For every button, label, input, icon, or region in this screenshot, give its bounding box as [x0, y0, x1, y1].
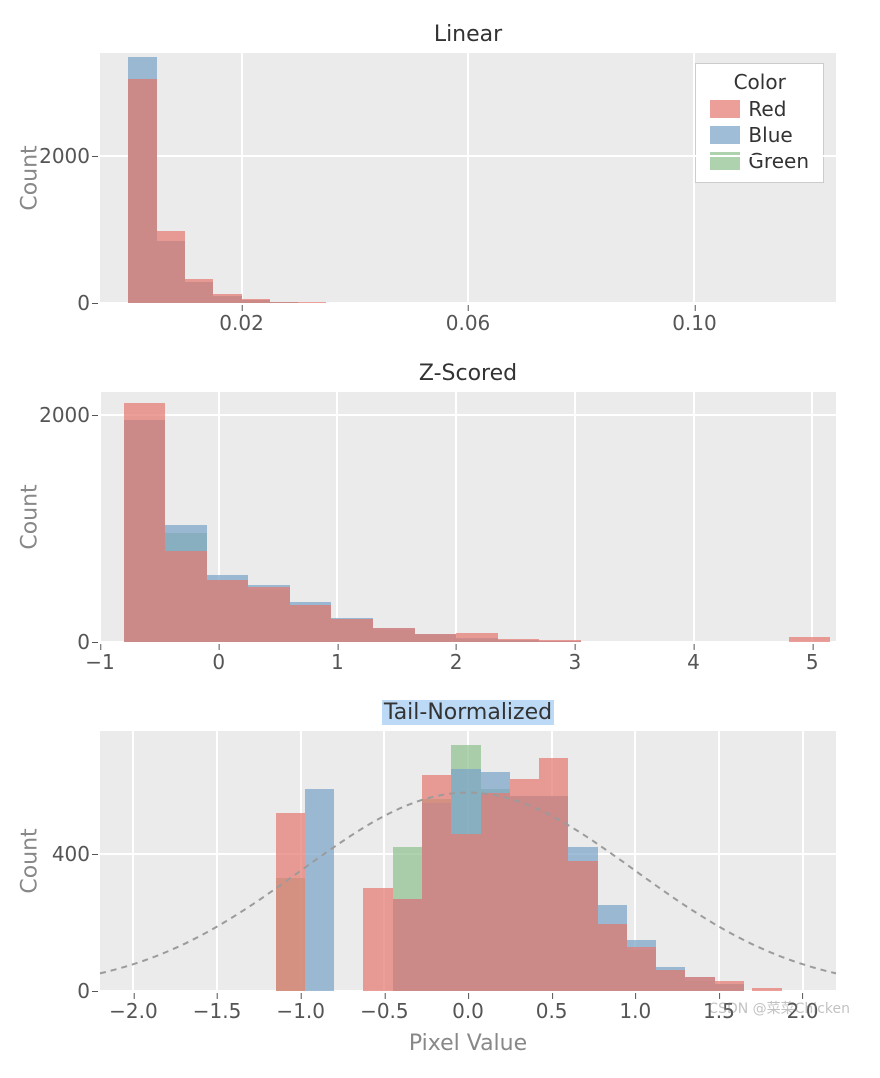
- bar-red: [498, 639, 540, 642]
- panel-zscored: Z-Scored Count 02000−1012345: [100, 361, 836, 642]
- bar-red: [207, 580, 249, 643]
- xtick-label: −1: [85, 642, 114, 674]
- ytick-label: 400: [52, 842, 100, 866]
- bar-red: [539, 640, 581, 642]
- ytick-label: 2000: [39, 403, 100, 427]
- xtick-label: −2.0: [109, 991, 158, 1023]
- gridline-v: [241, 53, 243, 303]
- plot-area-zscored: Count 02000−1012345: [100, 392, 836, 642]
- legend-label-red: Red: [748, 96, 786, 122]
- legend-swatch-blue: [710, 126, 740, 144]
- bar-red: [185, 279, 213, 303]
- bar-red: [290, 605, 332, 643]
- xtick-label: 1.0: [619, 991, 651, 1023]
- bar-red: [415, 634, 457, 642]
- xtick-label: 5: [806, 642, 819, 674]
- bar-red: [213, 294, 241, 303]
- bar-red: [789, 637, 831, 642]
- bar-red: [373, 628, 415, 642]
- gridline-v: [99, 392, 101, 642]
- xtick-label: 4: [687, 642, 700, 674]
- legend-label-blue: Blue: [748, 122, 792, 148]
- bar-red: [456, 633, 498, 642]
- legend-label-green: Green: [748, 148, 809, 174]
- xtick-label: −0.5: [360, 991, 409, 1023]
- xtick-label: 3: [568, 642, 581, 674]
- plot-area-linear: Count Color Red Blue Green 020000.020.06…: [100, 53, 836, 303]
- figure: Linear Count Color Red Blue Green 020000…: [0, 0, 880, 1078]
- ylabel-zscored: Count: [18, 484, 43, 549]
- xtick-label: −1.0: [276, 991, 325, 1023]
- plot-area-tailnorm: Count 0400−2.0−1.5−1.0−0.50.00.51.01.52.…: [100, 731, 836, 991]
- gridline-v: [574, 392, 576, 642]
- xtick-label: 0.0: [452, 991, 484, 1023]
- watermark: CSDN @菜菜Chicken: [708, 998, 850, 1018]
- legend-title: Color: [710, 70, 809, 94]
- panel-title-tailnorm-text: Tail-Normalized: [382, 700, 554, 725]
- xtick-label: −1.5: [193, 991, 242, 1023]
- xtick-label: 0.10: [672, 303, 717, 335]
- bar-red: [124, 403, 166, 642]
- bar-red: [157, 231, 185, 303]
- xtick-label: 1: [331, 642, 344, 674]
- gridline-v: [811, 392, 813, 642]
- gridline-v: [693, 392, 695, 642]
- legend-item-green: Green: [710, 148, 809, 174]
- xtick-label: 0: [212, 642, 225, 674]
- gridline-v: [467, 53, 469, 303]
- gridline-v: [455, 392, 457, 642]
- panel-linear: Linear Count Color Red Blue Green 020000…: [100, 22, 836, 303]
- xtick-label: 0.02: [219, 303, 264, 335]
- gaussian-curve: [100, 731, 836, 991]
- bar-red: [331, 619, 373, 642]
- panel-title-linear: Linear: [100, 22, 836, 47]
- legend-swatch-red: [710, 100, 740, 118]
- bar-red: [248, 587, 290, 642]
- bar-red: [128, 79, 156, 303]
- bar-red: [242, 299, 270, 303]
- ytick-label: 0: [77, 291, 100, 315]
- xlabel: Pixel Value: [100, 1031, 836, 1056]
- bar-red: [270, 302, 298, 303]
- xtick-label: 0.06: [446, 303, 491, 335]
- ytick-label: 0: [77, 979, 100, 1003]
- panel-title-zscored: Z-Scored: [100, 361, 836, 386]
- bar-red: [298, 302, 326, 303]
- xtick-label: 2: [450, 642, 463, 674]
- xtick-label: 0.5: [536, 991, 568, 1023]
- gridline-h: [100, 414, 836, 416]
- legend-item-red: Red: [710, 96, 809, 122]
- ytick-label: 2000: [39, 144, 100, 168]
- ylabel-tailnorm: Count: [18, 828, 43, 893]
- gridline-v: [336, 392, 338, 642]
- legend-item-blue: Blue: [710, 122, 809, 148]
- legend: Color Red Blue Green: [695, 63, 824, 183]
- bar-red: [165, 551, 207, 642]
- gridline-v: [693, 53, 695, 303]
- panel-title-tailnorm: Tail-Normalized: [100, 700, 836, 725]
